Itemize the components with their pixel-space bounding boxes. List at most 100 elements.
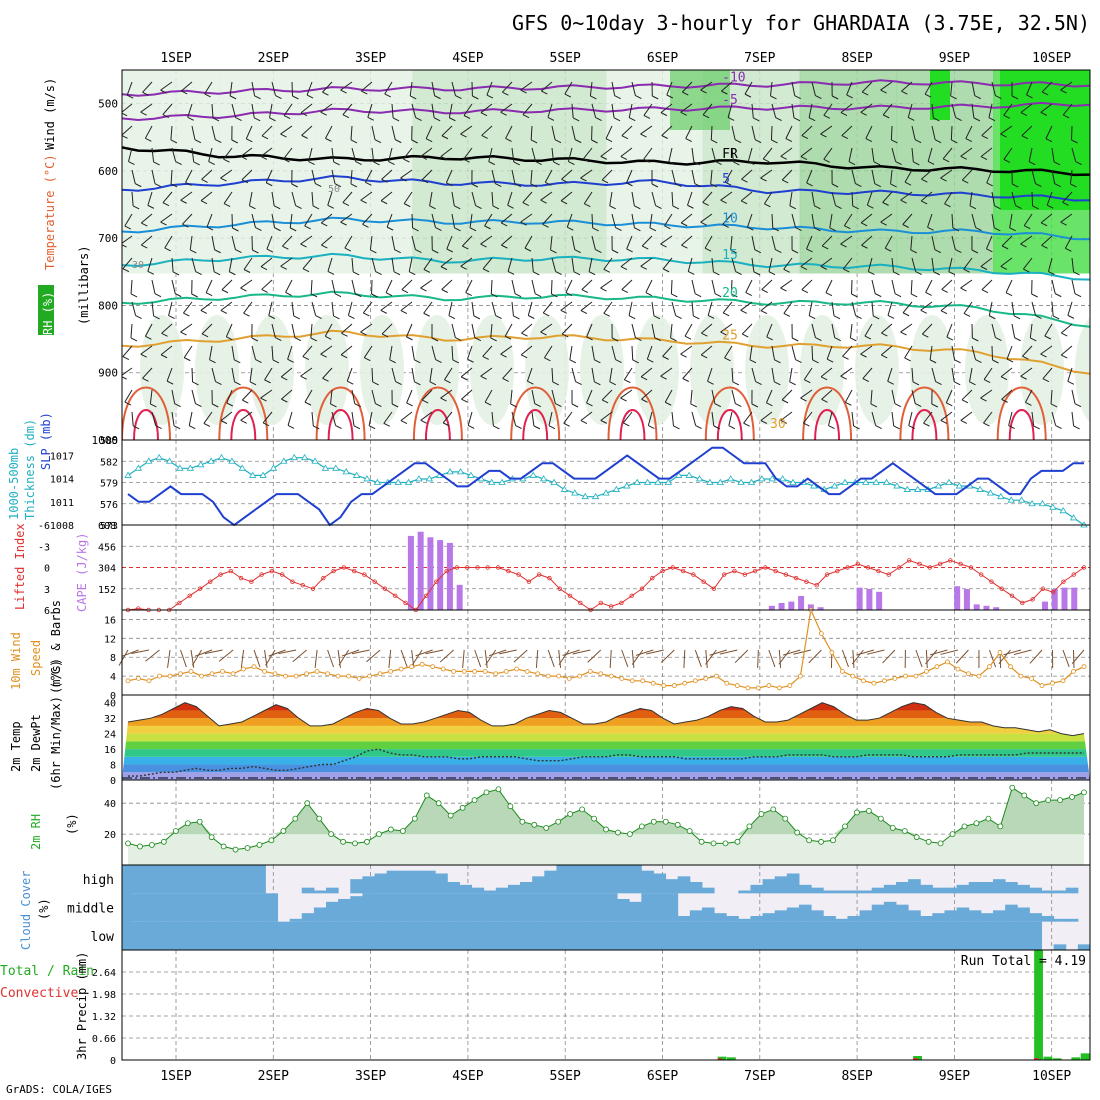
wind-barb — [282, 235, 293, 247]
rh-point — [985, 815, 992, 822]
wind-barb — [731, 125, 736, 140]
wind-barb — [842, 257, 853, 270]
lifted-index-point — [290, 579, 295, 584]
wind-barb — [1040, 345, 1053, 355]
wind-barb — [131, 191, 134, 206]
wind-barb — [580, 177, 587, 182]
rh-point — [160, 838, 167, 845]
wind-barb — [166, 367, 173, 382]
lifted-index-point — [855, 561, 861, 567]
wind-speed-point — [388, 668, 394, 674]
wind-barb — [931, 403, 939, 408]
wind-barb — [891, 389, 896, 404]
wind-barb — [941, 289, 948, 293]
wind-barb — [1052, 315, 1060, 320]
wind-barb — [820, 367, 833, 378]
wind-barb — [671, 411, 674, 426]
wind-barb — [1071, 389, 1076, 404]
wind-barb — [306, 94, 314, 99]
wind-barb — [223, 158, 230, 163]
wind-barb — [510, 403, 517, 408]
wind-barb — [552, 381, 560, 386]
wind-barb — [291, 183, 298, 188]
wind-barb — [795, 227, 802, 231]
wind-barb — [980, 257, 993, 267]
wind-barb — [643, 158, 650, 163]
cloud-cell-low — [641, 921, 654, 950]
wind-barb — [375, 271, 382, 275]
wind-barb — [780, 147, 793, 157]
wind-barb — [664, 225, 671, 230]
wind-barb — [272, 359, 280, 364]
wind-barb — [147, 204, 155, 209]
cloud-cell-middle — [726, 916, 739, 922]
cape-bar — [876, 591, 883, 610]
precip-convective-bar — [913, 1058, 918, 1060]
wind-barb — [208, 147, 213, 162]
thickness-point — [269, 464, 278, 471]
wind-barb — [931, 103, 934, 118]
isotherm-35 — [133, 409, 159, 440]
wind-barb — [235, 117, 242, 121]
wind-barb — [383, 422, 391, 427]
wind-barb — [1003, 114, 1010, 119]
wind-speed-point — [262, 668, 267, 674]
rh-point — [901, 828, 908, 834]
wind-barb — [414, 359, 421, 364]
wind-barb — [411, 649, 415, 668]
wind-barb — [1026, 81, 1033, 96]
rh-point — [758, 811, 765, 817]
cape-bar — [1051, 589, 1058, 610]
wind-barb — [942, 158, 950, 163]
wind-barb — [740, 200, 748, 205]
thickness-point — [914, 485, 922, 492]
wind-barb — [442, 422, 450, 427]
wind-barb — [274, 227, 281, 232]
rh-shading-cell — [122, 70, 220, 274]
wind-barb — [991, 81, 996, 96]
cloud-cell-middle — [495, 893, 509, 922]
rh-tick-label: 20 — [104, 830, 116, 841]
wind-barb — [495, 183, 502, 188]
wind-barb — [421, 169, 433, 181]
wind-barb — [412, 227, 419, 232]
wind-barb — [762, 147, 773, 160]
thickness-point — [695, 475, 704, 482]
wind-barb — [155, 425, 162, 429]
wind-barb — [660, 367, 673, 377]
wind-barb — [471, 301, 475, 316]
cloud-cell-low — [823, 921, 836, 950]
cloud-cell-low — [447, 921, 460, 950]
wind-barb — [342, 202, 350, 207]
legend-thickness-label: 1000-500mb — [7, 448, 21, 520]
isotherm-5 — [122, 174, 1090, 202]
cloud-cell-low — [604, 921, 618, 950]
wind-barb — [665, 401, 672, 406]
rh-point — [1081, 789, 1087, 796]
wind-speed-point — [776, 685, 782, 691]
cloud-cell-low — [871, 921, 885, 950]
cloud-cell-high — [580, 865, 594, 894]
wind-barb — [1071, 411, 1075, 426]
cape-bar — [963, 589, 970, 610]
wind-barb — [1008, 425, 1015, 430]
wind-barb — [548, 425, 556, 430]
wind-speed-point — [314, 668, 320, 674]
wind-barb — [241, 389, 253, 401]
wind-barb — [347, 301, 353, 316]
wind-barb — [584, 203, 591, 208]
wind-barb — [845, 401, 852, 406]
wind-barb — [280, 133, 287, 138]
rh-point — [1057, 797, 1063, 803]
cape-bar — [417, 531, 424, 610]
lifted-index-point — [763, 565, 768, 570]
wind-barb — [280, 265, 287, 270]
wind-barb — [344, 247, 352, 252]
wind-barb — [421, 179, 429, 184]
wind-barb — [240, 649, 245, 668]
lifted-index-point — [896, 565, 902, 570]
thickness-point — [176, 464, 184, 471]
wind-barb — [843, 213, 853, 226]
wind-barb — [743, 411, 753, 424]
wind-barb — [831, 301, 835, 316]
